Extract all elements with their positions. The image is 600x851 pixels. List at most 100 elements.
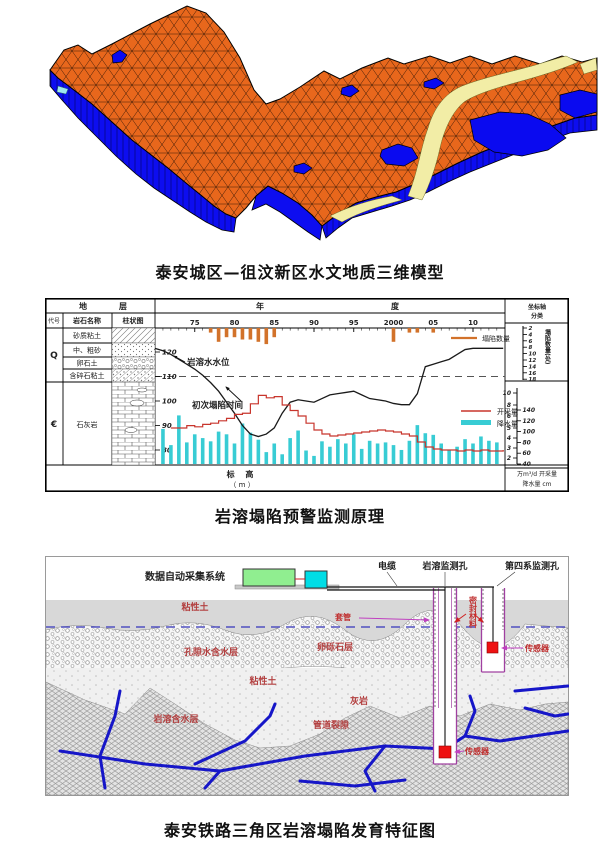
strata-header-l: 地 xyxy=(79,301,87,311)
label-conduit: 管道裂隙 xyxy=(313,719,349,731)
first-collapse-annotation: 初次塌陷时间 xyxy=(192,400,243,411)
seal-arrow-right xyxy=(473,613,484,623)
rock-q3: 卵石土 xyxy=(77,359,98,368)
model-yellow-strips xyxy=(329,55,598,223)
svg-text:8: 8 xyxy=(529,345,533,351)
svg-text:18: 18 xyxy=(529,377,537,383)
svg-text:60: 60 xyxy=(523,450,531,457)
year-header-r: 度 xyxy=(391,301,400,311)
svg-text:40: 40 xyxy=(523,461,531,468)
right-axis-title-1: 坐标轴 xyxy=(528,303,546,311)
water-level-annotation: 岩溶水水位 xyxy=(186,357,230,368)
label-limestone: 灰岩 xyxy=(350,695,368,707)
label-quaternary-hole: 第四系监测孔 xyxy=(505,560,559,572)
model-cyan-sliver xyxy=(56,85,69,95)
label-pore-aquifer: 孔隙水含水层 xyxy=(184,646,238,658)
svg-text:140: 140 xyxy=(523,407,536,414)
svg-text:85: 85 xyxy=(269,319,279,327)
precipitation-bars xyxy=(161,415,499,464)
svg-text:80: 80 xyxy=(523,439,531,446)
elevation-unit: （ m ） xyxy=(229,481,254,489)
year-header-l: 年 xyxy=(256,301,264,311)
first-collapse-arrow xyxy=(225,386,242,402)
unit-label-1: 万m³/d 开采量 xyxy=(517,470,557,478)
label-casing: 套管 xyxy=(334,612,351,622)
svg-text:80: 80 xyxy=(230,319,240,327)
figure2-caption: 岩溶塌陷预警监测原理 xyxy=(214,507,385,526)
svg-text:10: 10 xyxy=(503,390,511,397)
x-axis-ticks: 75 80 85 90 95 2000 05 10 xyxy=(162,319,498,332)
borehole-quaternary xyxy=(480,587,506,673)
collapse-legend-label: 塌陷数量 xyxy=(482,334,510,343)
svg-text:6: 6 xyxy=(529,339,533,345)
svg-text:10: 10 xyxy=(529,352,537,358)
rock-q2: 中、粗砂 xyxy=(73,346,101,355)
borehole-karst xyxy=(432,587,458,765)
col-code-header: 代号 xyxy=(48,317,60,325)
svg-text:100: 100 xyxy=(162,398,177,406)
col-column-header: 柱状图 xyxy=(123,316,144,325)
svg-text:3: 3 xyxy=(507,445,511,452)
svg-text:10: 10 xyxy=(468,319,478,327)
right-axis-title-2: 分类 xyxy=(531,312,544,320)
svg-text:8: 8 xyxy=(507,402,511,409)
sensor-shallow xyxy=(486,641,499,654)
svg-text:5: 5 xyxy=(507,425,511,432)
collapse-scale-label: 塌陷数量(处) xyxy=(544,328,552,364)
svg-text:75: 75 xyxy=(190,319,200,327)
stratigraphic-column xyxy=(111,327,156,466)
svg-text:14: 14 xyxy=(529,364,537,370)
svg-text:120: 120 xyxy=(523,418,536,425)
svg-text:90: 90 xyxy=(162,422,172,430)
label-system: 数据自动采集系统 xyxy=(145,570,225,583)
sensor-deep-arrow xyxy=(454,748,465,754)
svg-text:120: 120 xyxy=(162,349,177,357)
label-seal: 密封材料 xyxy=(469,595,478,629)
svg-text:4: 4 xyxy=(507,435,511,442)
svg-text:95: 95 xyxy=(349,319,359,327)
transmitter-box xyxy=(304,570,328,589)
svg-text:2: 2 xyxy=(529,326,533,332)
elevation-label: 标 高 xyxy=(226,469,258,479)
elevation-ticks: 120 110 100 90 80 xyxy=(155,349,177,455)
figure-3d-model xyxy=(49,5,598,241)
col-rock-header: 岩石名称 xyxy=(72,316,101,325)
label-karst-hole: 岩溶监测孔 xyxy=(421,560,467,572)
label-sensor-deep: 传感器 xyxy=(464,746,490,756)
sensor-deep xyxy=(438,745,452,759)
label-cable: 电缆 xyxy=(378,560,396,572)
svg-text:6: 6 xyxy=(507,413,511,420)
label-clay-top: 粘性土 xyxy=(180,601,208,613)
extraction-legend-label: 开采量 xyxy=(497,407,518,416)
precip-legend-label: 降水量 xyxy=(497,419,518,428)
rock-cambrian: 石灰岩 xyxy=(77,420,98,429)
svg-text:05: 05 xyxy=(428,319,438,327)
extraction-line xyxy=(170,394,504,452)
water-level-line xyxy=(154,347,504,438)
era-quaternary: Q xyxy=(50,351,58,361)
collapse-bars xyxy=(208,328,436,345)
surface-cables xyxy=(327,586,494,591)
cable-leader xyxy=(386,571,398,587)
seal-arrow-left xyxy=(454,613,467,623)
figure1-caption: 泰安城区—徂汶新区水文地质三维模型 xyxy=(155,263,445,282)
water-level-arrow xyxy=(173,355,186,363)
label-clay-mid: 粘性土 xyxy=(248,675,276,687)
label-gravel: 卵砾石层 xyxy=(317,641,353,653)
model-top-surface xyxy=(49,5,598,227)
svg-text:2: 2 xyxy=(507,455,511,462)
rock-q1: 砂质粘土 xyxy=(73,331,101,340)
era-cambrian: € xyxy=(50,420,57,430)
strata-header-r: 层 xyxy=(118,302,127,311)
label-karst-aquifer: 岩溶含水层 xyxy=(152,713,198,725)
svg-text:12: 12 xyxy=(529,358,537,364)
svg-text:2000: 2000 xyxy=(384,319,404,327)
label-sensor-shallow: 传感器 xyxy=(524,643,550,653)
unit-label-2: 降水量 cm xyxy=(522,480,551,488)
figure3-caption: 泰安铁路三角区岩溶塌陷发育特征图 xyxy=(163,821,436,840)
casing-arrow xyxy=(358,617,430,623)
datalogger-box xyxy=(242,568,296,587)
